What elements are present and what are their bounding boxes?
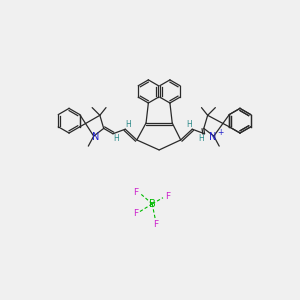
Text: F: F: [153, 220, 158, 229]
Text: N: N: [92, 132, 99, 142]
Text: F: F: [134, 188, 139, 197]
Text: B: B: [149, 199, 156, 209]
Text: H: H: [125, 120, 131, 129]
Text: H: H: [186, 120, 192, 129]
Text: H: H: [199, 134, 204, 143]
Text: F: F: [133, 208, 138, 217]
Text: F: F: [165, 192, 170, 201]
Text: H: H: [113, 134, 119, 143]
Text: N: N: [208, 132, 216, 142]
Text: +: +: [217, 128, 223, 137]
